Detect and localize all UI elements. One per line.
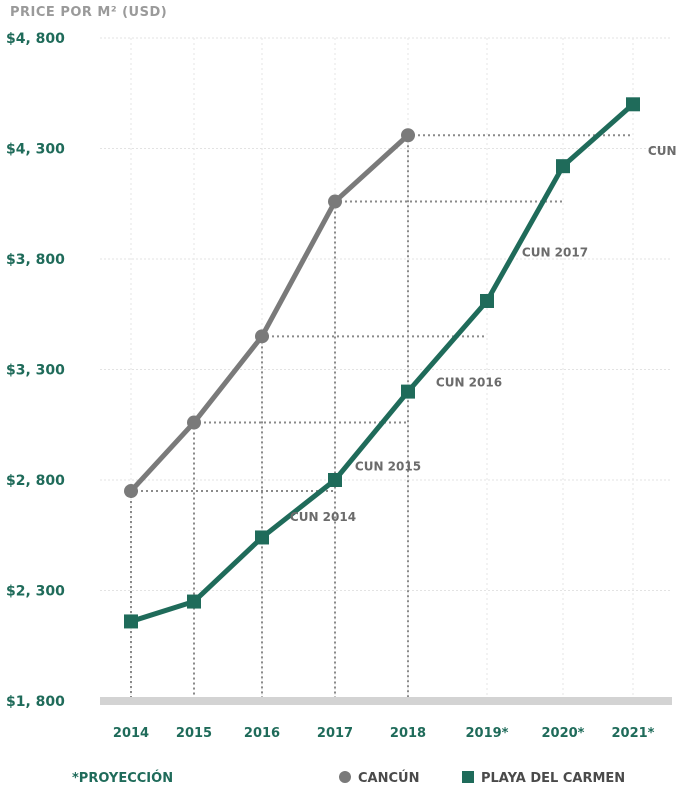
annotation-label: CUN 2017 bbox=[522, 246, 588, 260]
projection-note: *PROYECCIÓN bbox=[72, 770, 173, 786]
data-point-playa-del-carmen bbox=[480, 293, 494, 308]
data-point-playa-del-carmen bbox=[187, 594, 201, 609]
data-point-cancun bbox=[401, 128, 415, 143]
y-axis-ticks: $1, 800 $2, 300 $2, 800 $3, 300 $3, 800 $4, 3… bbox=[6, 31, 65, 710]
annotation-lines bbox=[131, 134, 633, 493]
y-tick-label: $2, 300 bbox=[6, 584, 65, 600]
data-point-playa-del-carmen bbox=[255, 530, 269, 545]
x-tick-label: 2020* bbox=[542, 726, 585, 741]
series-line-playa-del-carmen bbox=[130, 102, 635, 624]
x-tick-label: 2021* bbox=[612, 726, 655, 741]
footer: *PROYECCIÓN CANCÚN PLAYA DEL CARMEN bbox=[72, 770, 625, 786]
data-point-cancun bbox=[124, 484, 138, 499]
y-tick-label: $3, 300 bbox=[6, 363, 65, 379]
x-tick-label: 2019* bbox=[466, 726, 509, 741]
data-point-playa-del-carmen bbox=[401, 384, 415, 399]
annotation-label: CUN 2014 bbox=[290, 510, 356, 524]
annotation-label: CUN 2018 bbox=[648, 144, 676, 158]
y-tick-label: $4, 800 bbox=[6, 31, 65, 47]
legend-label-playa: PLAYA DEL CARMEN bbox=[481, 771, 625, 786]
data-point-playa-del-carmen bbox=[556, 159, 570, 174]
x-tick-label: 2014 bbox=[113, 726, 149, 741]
y-tick-label: $2, 800 bbox=[6, 473, 65, 489]
data-point-cancun bbox=[328, 194, 342, 209]
y-axis-label: PRICE POR M² (USD) bbox=[10, 5, 167, 20]
y-tick-label: $1, 800 bbox=[6, 694, 65, 710]
legend-marker-cancun bbox=[339, 771, 351, 783]
x-tick-label: 2018 bbox=[390, 726, 426, 741]
legend-marker-playa bbox=[462, 771, 474, 783]
x-tick-label: 2016 bbox=[244, 726, 280, 741]
y-tick-label: $4, 300 bbox=[6, 142, 65, 158]
data-point-cancun bbox=[255, 329, 269, 344]
vertical-guide-lines bbox=[130, 135, 409, 697]
y-tick-label: $3, 800 bbox=[6, 252, 65, 268]
annotation-label: CUN 2016 bbox=[436, 375, 502, 389]
x-tick-label: 2017 bbox=[317, 726, 353, 741]
x-axis-ticks: 2014 2015 2016 2017 2018 2019* 2020* 2021* bbox=[113, 726, 655, 741]
series-line-cancun bbox=[129, 133, 410, 493]
grid-lines bbox=[100, 37, 672, 701]
legend-label-cancun: CANCÚN bbox=[358, 770, 419, 786]
data-point-cancun bbox=[187, 415, 201, 430]
x-tick-label: 2015 bbox=[176, 726, 212, 741]
data-point-playa-del-carmen bbox=[328, 473, 342, 487]
series-lines bbox=[124, 97, 640, 629]
annotation-labels: CUN 2014 CUN 2015 CUN 2016 CUN 2017 CUN 2018 bbox=[290, 144, 676, 524]
data-point-playa-del-carmen bbox=[626, 97, 640, 112]
data-point-playa-del-carmen bbox=[124, 614, 138, 629]
annotation-label: CUN 2015 bbox=[355, 460, 421, 474]
